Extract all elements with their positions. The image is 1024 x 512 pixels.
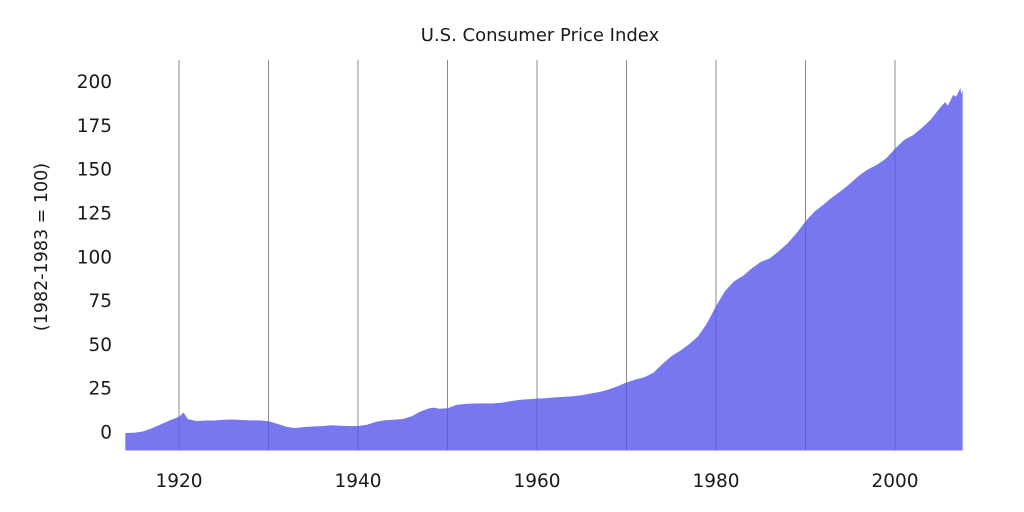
x-tick-label: 1980 bbox=[692, 471, 739, 492]
y-tick-label: 0 bbox=[100, 423, 112, 444]
y-tick-label: 150 bbox=[77, 160, 112, 181]
y-tick-label: 50 bbox=[88, 335, 112, 356]
y-tick-label: 175 bbox=[77, 116, 112, 137]
x-tick-label: 1940 bbox=[334, 471, 381, 492]
x-tick-label: 1920 bbox=[155, 471, 202, 492]
chart-title: U.S. Consumer Price Index bbox=[420, 25, 660, 46]
cpi-area bbox=[125, 87, 963, 451]
y-axis-label: (1982-1983 = 100) bbox=[32, 162, 52, 332]
y-tick-label: 125 bbox=[77, 203, 112, 224]
y-tick-label: 75 bbox=[88, 291, 112, 312]
y-tick-label: 200 bbox=[77, 72, 112, 93]
y-tick-label: 25 bbox=[88, 379, 112, 400]
y-tick-label: 100 bbox=[77, 247, 112, 268]
x-tick-label: 2000 bbox=[871, 471, 918, 492]
x-tick-label: 1960 bbox=[513, 471, 560, 492]
